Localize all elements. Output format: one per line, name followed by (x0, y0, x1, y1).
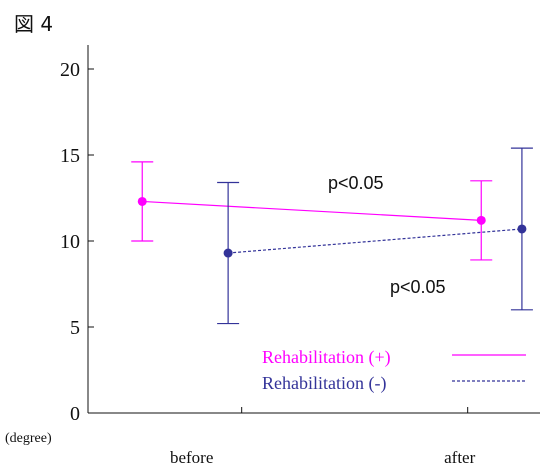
p-value-annotation-rehab-plus: p<0.05 (328, 173, 384, 193)
series-rehab-plus (131, 161, 493, 261)
data-point (223, 248, 233, 258)
y-ticks: 0 5 10 15 20 (60, 59, 94, 425)
figure-label: 図 4 (14, 12, 54, 36)
series-rehab-minus (217, 147, 533, 325)
legend: Rehabilitation (+) Rehabilitation (-) (262, 347, 526, 394)
x-ticks: before after (170, 407, 476, 465)
data-point (517, 224, 527, 234)
y-tick-label: 10 (60, 231, 80, 253)
series-layer (131, 147, 533, 325)
y-tick-label: 5 (70, 317, 80, 339)
series-line (142, 200, 482, 221)
y-tick-label: 0 (70, 403, 80, 425)
y-tick-label: 15 (60, 145, 80, 167)
y-tick-label: 20 (60, 59, 80, 81)
axes (87, 45, 540, 414)
data-point (476, 215, 486, 225)
p-value-annotation-rehab-minus: p<0.05 (390, 277, 446, 297)
data-point (137, 196, 147, 206)
x-category-label: after (444, 448, 475, 465)
x-category-label: before (170, 448, 213, 465)
series-line (228, 228, 522, 254)
legend-label: Rehabilitation (+) (262, 347, 391, 368)
y-unit-label: (degree) (5, 431, 52, 446)
legend-label: Rehabilitation (-) (262, 373, 386, 394)
